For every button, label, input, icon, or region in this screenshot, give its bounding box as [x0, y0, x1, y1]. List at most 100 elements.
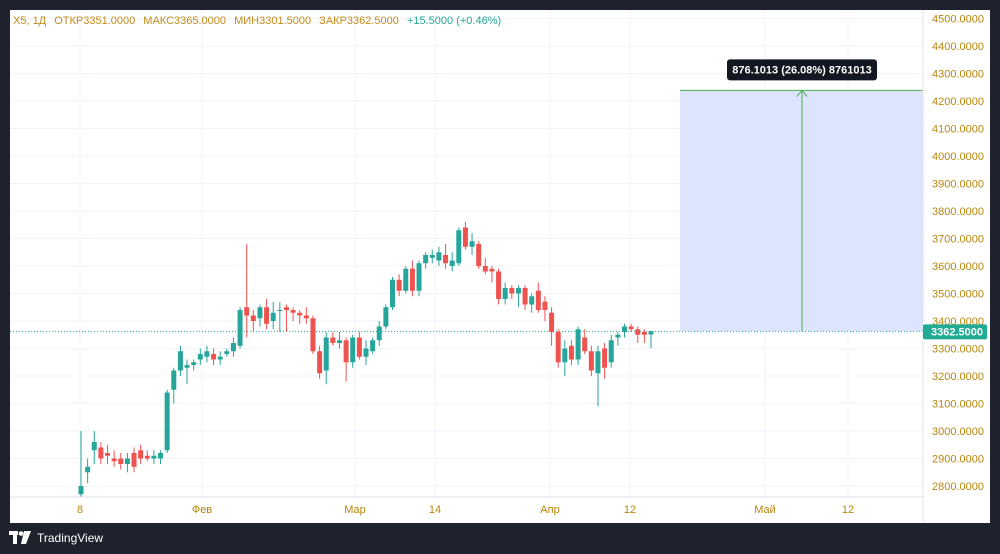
time-tick-label: 12 — [624, 504, 636, 516]
candle-body — [396, 279, 402, 291]
candle — [562, 340, 568, 376]
candle-body — [250, 315, 256, 321]
candle-body — [403, 268, 409, 291]
time-tick-label: Мар — [344, 504, 366, 516]
candle — [436, 246, 442, 266]
price-tick-label: 3100.0000 — [932, 399, 984, 411]
candle-body — [549, 312, 555, 332]
tradingview-logo[interactable]: TradingView — [9, 530, 103, 546]
candle-body — [522, 288, 528, 305]
time-tick-label: 12 — [842, 504, 854, 516]
change-value: +15.5000 (+0.46%) — [406, 15, 502, 27]
candle-body — [105, 453, 111, 456]
candle — [138, 444, 144, 464]
candle-body — [244, 307, 250, 316]
tradingview-logo-icon — [9, 530, 31, 546]
candle-body — [171, 370, 177, 390]
candle-body — [608, 340, 614, 363]
time-tick-label: Апр — [540, 504, 559, 516]
candle-body — [390, 279, 396, 308]
candle-body — [138, 450, 144, 459]
time-axis[interactable]: 8 Фев Мар 14 Апр 12 Май 12 — [77, 504, 854, 516]
candle-body — [449, 260, 455, 266]
candle — [588, 345, 594, 376]
candle-body — [323, 337, 329, 371]
candle — [423, 252, 429, 269]
measure-tooltip-text: 876.1013 (26.08%) 8761013 — [732, 64, 871, 76]
ohlc-legend: X5, 1Д ОТКР3351.0000 МАКС3365.0000 МИН33… — [13, 15, 506, 27]
candle — [363, 340, 369, 365]
candle-body — [648, 331, 654, 335]
candle — [549, 307, 555, 346]
candle — [250, 310, 256, 332]
candle-body — [363, 348, 369, 357]
price-tick-label: 4000.0000 — [932, 151, 984, 163]
candle-body — [542, 301, 548, 310]
candle-body — [496, 271, 502, 299]
candle-body — [469, 241, 475, 247]
candle-body — [290, 310, 296, 313]
candle — [177, 345, 183, 376]
candle — [257, 304, 263, 327]
candle — [376, 321, 382, 346]
candle-body — [641, 332, 647, 335]
price-tick-label: 4200.0000 — [932, 96, 984, 108]
candle — [303, 307, 309, 324]
candle-body — [535, 290, 541, 310]
candle — [370, 337, 376, 354]
candle-body — [177, 351, 183, 371]
candle — [317, 345, 323, 379]
candle-body — [562, 348, 568, 363]
measure-arrowhead-icon — [796, 89, 808, 97]
candle — [542, 296, 548, 321]
candle — [568, 340, 574, 365]
price-tick-label: 3700.0000 — [932, 234, 984, 246]
last-price-badge: 3362.5000 — [923, 324, 987, 340]
candle-body — [151, 455, 157, 459]
footer-bar — [0, 523, 1000, 554]
candle — [204, 345, 210, 363]
candle-body — [270, 312, 276, 321]
candle — [297, 310, 303, 324]
candle-body — [509, 288, 515, 294]
time-tick-label: 14 — [429, 504, 441, 516]
candle — [621, 323, 627, 338]
candle — [602, 343, 608, 379]
candle-body — [230, 343, 236, 352]
candle-body — [336, 340, 342, 343]
candle-body — [144, 455, 150, 459]
candle — [462, 222, 468, 250]
candle — [416, 260, 422, 297]
candle — [224, 348, 230, 357]
candle-body — [456, 230, 462, 264]
candle-body — [85, 466, 91, 473]
candle — [502, 282, 508, 305]
open-value: 3351.0000 — [83, 15, 136, 27]
candle — [443, 244, 449, 269]
candle-body — [237, 310, 243, 346]
candle — [191, 359, 197, 371]
candle-body — [416, 263, 422, 291]
candles — [78, 222, 654, 497]
candle-body — [555, 332, 561, 363]
candle — [111, 450, 117, 467]
candle-body — [264, 307, 270, 324]
open-label: ОТКР — [54, 15, 84, 27]
price-tick-label: 4100.0000 — [932, 124, 984, 136]
symbol-interval[interactable]: X5, 1Д — [13, 15, 47, 27]
candle — [615, 332, 621, 346]
candle — [184, 359, 190, 385]
candle — [456, 227, 462, 266]
candle-body — [529, 296, 535, 305]
candle-body — [436, 252, 442, 261]
candle — [211, 348, 217, 365]
candle — [105, 444, 111, 464]
price-axis[interactable]: 4500.0000 4400.0000 4300.0000 4200.0000 4100… — [932, 14, 984, 494]
candle — [85, 458, 91, 484]
candle — [151, 450, 157, 464]
candle — [343, 337, 349, 382]
candle-body — [118, 458, 124, 464]
candle-body — [158, 453, 164, 459]
candle — [237, 307, 243, 349]
